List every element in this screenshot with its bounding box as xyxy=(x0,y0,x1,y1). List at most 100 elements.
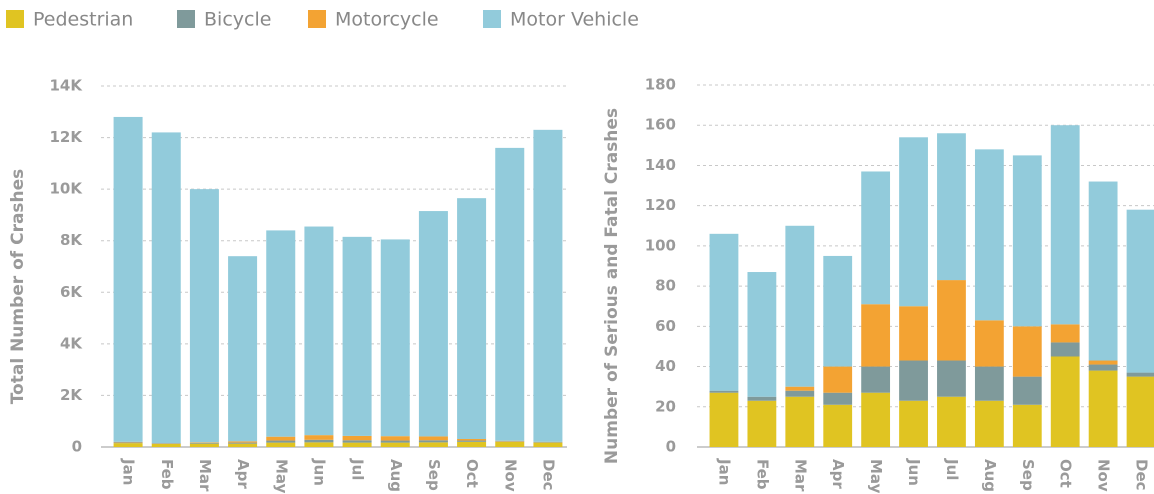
legend-label: Motor Vehicle xyxy=(510,9,639,31)
bar-segment xyxy=(113,443,143,447)
bar-segment xyxy=(304,442,334,447)
legend-swatch xyxy=(483,10,501,28)
bar-segment xyxy=(823,366,853,393)
bar-segment xyxy=(151,443,181,447)
bar-segment xyxy=(937,133,966,281)
bar-segment xyxy=(228,443,258,447)
x-tick-label: Sep xyxy=(1019,459,1037,491)
legend-swatch xyxy=(308,10,326,28)
bar-segment xyxy=(266,230,296,437)
bar-segment xyxy=(457,441,487,447)
bar-segment xyxy=(709,390,739,393)
x-tick-label: Jan xyxy=(715,458,733,485)
bar-segment xyxy=(1050,324,1080,343)
y-tick-label: 6K xyxy=(60,283,83,301)
bar-segment xyxy=(823,255,853,367)
bar-segment xyxy=(495,441,525,442)
x-tick-label: Mar xyxy=(791,459,809,492)
bar-segment xyxy=(974,366,1004,401)
bar-segment xyxy=(937,396,966,447)
bar-segment xyxy=(151,132,181,444)
bar-segment xyxy=(533,442,563,443)
bar-segment xyxy=(974,320,1004,367)
y-tick-label: 8K xyxy=(60,231,83,249)
x-tick-label: Dec xyxy=(539,459,557,491)
bar-segment xyxy=(228,442,258,444)
y-axis-label: Number of Serious and Fatal Crashes xyxy=(602,108,622,464)
x-tick-label: Aug xyxy=(981,459,999,492)
bar-segment xyxy=(228,441,258,443)
y-tick-label: 2K xyxy=(60,386,83,404)
bar-segment xyxy=(457,439,487,441)
bar-segment xyxy=(113,442,143,444)
bar-segment xyxy=(785,396,815,447)
y-tick-label: 0 xyxy=(666,438,676,456)
bar-segment xyxy=(304,435,334,440)
y-tick-label: 10K xyxy=(50,180,84,198)
bar-segment xyxy=(380,239,410,437)
bar-segment xyxy=(266,442,296,447)
legend-swatch xyxy=(6,10,24,28)
y-axis-label: Total Number of Crashes xyxy=(8,169,28,405)
bar-segment xyxy=(1012,326,1042,377)
x-tick-label: Aug xyxy=(387,459,405,492)
x-tick-label: Dec xyxy=(1133,459,1151,491)
bar-segment xyxy=(1050,342,1080,357)
y-tick-label: 20 xyxy=(655,397,676,415)
bar-segment xyxy=(1050,356,1080,447)
bar-segment xyxy=(495,440,525,442)
bar-segment xyxy=(1088,360,1118,365)
bar-segment xyxy=(418,442,448,447)
bar-segment xyxy=(151,443,181,444)
bar-segment xyxy=(823,392,853,405)
bar-segment xyxy=(747,400,777,447)
x-tick-label: Apr xyxy=(829,459,847,489)
bar-segment xyxy=(1126,376,1154,447)
bar-segment xyxy=(861,392,891,447)
bar-segment xyxy=(899,137,928,307)
bar-segment xyxy=(304,226,334,436)
legend-label: Motorcycle xyxy=(335,9,439,31)
bar-segment xyxy=(1012,404,1042,447)
bar-segment xyxy=(861,171,891,305)
bar-segment xyxy=(189,442,219,443)
y-tick-label: 160 xyxy=(645,116,676,134)
bar-segment xyxy=(418,436,448,441)
y-tick-label: 12K xyxy=(50,128,84,146)
bar-segment xyxy=(709,392,739,447)
bar-segment xyxy=(304,439,334,443)
bar-segment xyxy=(266,436,296,441)
x-tick-label: Jan xyxy=(120,458,138,485)
bar-segment xyxy=(113,116,143,442)
bar-segment xyxy=(342,440,372,443)
x-tick-label: May xyxy=(867,459,885,494)
bar-segment xyxy=(1088,364,1118,371)
bar-segment xyxy=(457,198,487,440)
bar-segment xyxy=(1012,155,1042,327)
bar-segment xyxy=(861,366,891,393)
x-tick-label: Jun xyxy=(310,458,328,486)
bar-segment xyxy=(495,147,525,441)
bar-segment xyxy=(937,360,966,397)
x-tick-label: Mar xyxy=(196,459,214,492)
bar-segment xyxy=(342,236,372,436)
y-tick-label: 14K xyxy=(50,77,84,95)
bar-segment xyxy=(418,440,448,443)
bar-segment xyxy=(380,442,410,447)
bar-segment xyxy=(899,400,928,447)
bar-segment xyxy=(785,386,815,391)
legend-label: Bicycle xyxy=(204,9,271,31)
bar-segment xyxy=(747,272,777,397)
y-tick-label: 40 xyxy=(655,357,676,375)
x-tick-label: Apr xyxy=(234,459,252,489)
bar-segment xyxy=(937,280,966,361)
bar-segment xyxy=(974,149,1004,321)
x-tick-label: Jun xyxy=(905,458,923,486)
bar-segment xyxy=(418,211,448,437)
bar-segment xyxy=(1050,125,1080,325)
bar-segment xyxy=(533,442,563,447)
bar-segment xyxy=(861,304,891,367)
bar-segment xyxy=(1088,370,1118,447)
bar-segment xyxy=(189,442,219,444)
